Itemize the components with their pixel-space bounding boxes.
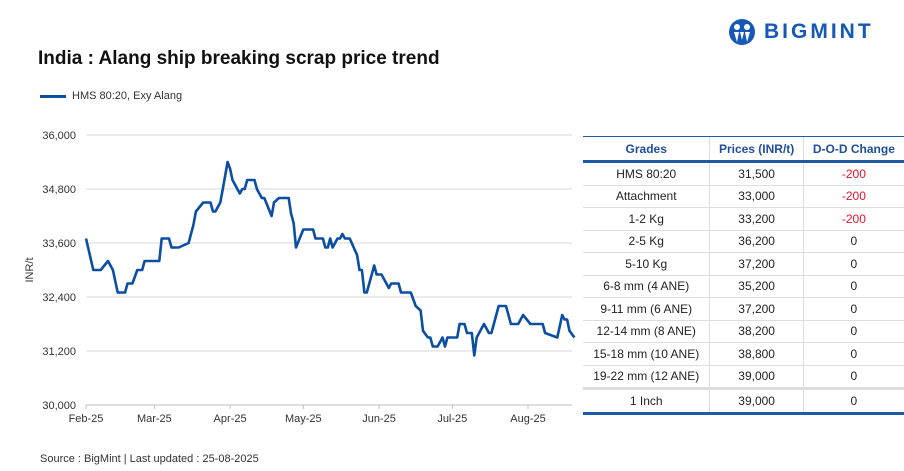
source-note: Source : BigMint | Last updated : 25-08-… bbox=[40, 453, 259, 465]
price-cell: 35,200 bbox=[709, 275, 804, 298]
price-cell: 37,200 bbox=[709, 252, 804, 276]
grade-cell: 19-22 mm (12 ANE) bbox=[583, 365, 710, 389]
x-tick-label: Jun-25 bbox=[362, 413, 396, 425]
table-row: Attachment 33,000 -200 bbox=[583, 185, 904, 208]
y-tick-label: 33,600 bbox=[42, 238, 76, 250]
change-cell: 0 bbox=[802, 297, 904, 321]
grade-cell: 1-2 Kg bbox=[583, 207, 710, 231]
x-tick-label: Apr-25 bbox=[214, 413, 247, 425]
table-row: 9-11 mm (6 ANE) 37,200 0 bbox=[583, 297, 904, 321]
price-cell: 33,000 bbox=[709, 185, 804, 208]
chart-title: India : Alang ship breaking scrap price … bbox=[38, 48, 440, 69]
y-tick-label: 32,400 bbox=[42, 292, 76, 304]
change-cell: -200 bbox=[802, 185, 904, 208]
y-axis-label: INR/t bbox=[24, 257, 36, 282]
change-cell: 0 bbox=[802, 365, 904, 389]
y-tick-label: 30,000 bbox=[42, 400, 76, 412]
price-cell: 36,200 bbox=[709, 230, 804, 253]
x-tick-label: Feb-25 bbox=[69, 413, 104, 425]
price-cell: 37,200 bbox=[709, 297, 804, 321]
series-line bbox=[84, 160, 576, 357]
change-cell: 0 bbox=[802, 275, 904, 298]
bigmint-logo-icon bbox=[729, 19, 755, 45]
table-row: 1-2 Kg 33,200 -200 bbox=[583, 207, 904, 231]
logo-text: BIGMINT bbox=[764, 20, 874, 43]
legend-swatch bbox=[40, 94, 66, 98]
column-header: Grades bbox=[583, 136, 710, 163]
price-cell: 33,200 bbox=[709, 207, 804, 231]
change-cell: 0 bbox=[802, 320, 904, 343]
change-cell: -200 bbox=[802, 161, 904, 186]
x-tick-label: Aug-25 bbox=[510, 413, 545, 425]
price-cell: 38,200 bbox=[709, 320, 804, 343]
grade-cell: Attachment bbox=[583, 185, 710, 208]
table-row: 6-8 mm (4 ANE) 35,200 0 bbox=[583, 275, 904, 298]
table-row: HMS 80:20 31,500 -200 bbox=[583, 161, 904, 186]
bigmint-logo: BIGMINT bbox=[728, 18, 874, 46]
column-header: D-O-D Change bbox=[802, 136, 904, 163]
legend-label: HMS 80:20, Exy Alang bbox=[72, 90, 183, 102]
grade-cell: 6-8 mm (4 ANE) bbox=[583, 275, 710, 298]
y-tick-label: 36,000 bbox=[42, 130, 76, 142]
grade-cell: 2-5 Kg bbox=[583, 230, 710, 253]
change-cell: 0 bbox=[802, 342, 904, 366]
x-tick-label: Mar-25 bbox=[137, 413, 172, 425]
change-cell: -200 bbox=[802, 207, 904, 231]
grade-cell: 5-10 Kg bbox=[583, 252, 710, 276]
change-cell: 0 bbox=[802, 252, 904, 276]
price-cell: 39,000 bbox=[709, 365, 804, 389]
table-row: 2-5 Kg 36,200 0 bbox=[583, 230, 904, 253]
grade-cell: 9-11 mm (6 ANE) bbox=[583, 297, 710, 321]
x-tick-label: May-25 bbox=[285, 413, 322, 425]
y-tick-label: 34,800 bbox=[42, 184, 76, 196]
grade-cell: 15-18 mm (10 ANE) bbox=[583, 342, 710, 366]
x-tick-label: Jul-25 bbox=[437, 413, 467, 425]
column-header: Prices (INR/t) bbox=[709, 136, 804, 163]
table-row: 1 Inch 39,000 0 bbox=[583, 387, 904, 415]
price-cell: 31,500 bbox=[709, 161, 804, 186]
table-row: 19-22 mm (12 ANE) 39,000 0 bbox=[583, 365, 904, 389]
grade-cell: 12-14 mm (8 ANE) bbox=[583, 320, 710, 343]
chart-legend: HMS 80:20, Exy Alang bbox=[40, 90, 182, 102]
table-row: 12-14 mm (8 ANE) 38,200 0 bbox=[583, 320, 904, 343]
y-tick-label: 31,200 bbox=[42, 346, 76, 358]
price-table: Grades Prices (INR/t) D-O-D Change HMS 80:… bbox=[583, 136, 904, 415]
table-row: 5-10 Kg 37,200 0 bbox=[583, 252, 904, 276]
change-cell: 0 bbox=[802, 230, 904, 253]
table-row: 15-18 mm (10 ANE) 38,800 0 bbox=[583, 342, 904, 366]
price-cell: 38,800 bbox=[709, 342, 804, 366]
grade-cell: HMS 80:20 bbox=[583, 161, 710, 186]
change-cell: 0 bbox=[802, 387, 904, 415]
grade-cell: 1 Inch bbox=[583, 387, 710, 415]
price-cell: 39,000 bbox=[709, 387, 804, 415]
